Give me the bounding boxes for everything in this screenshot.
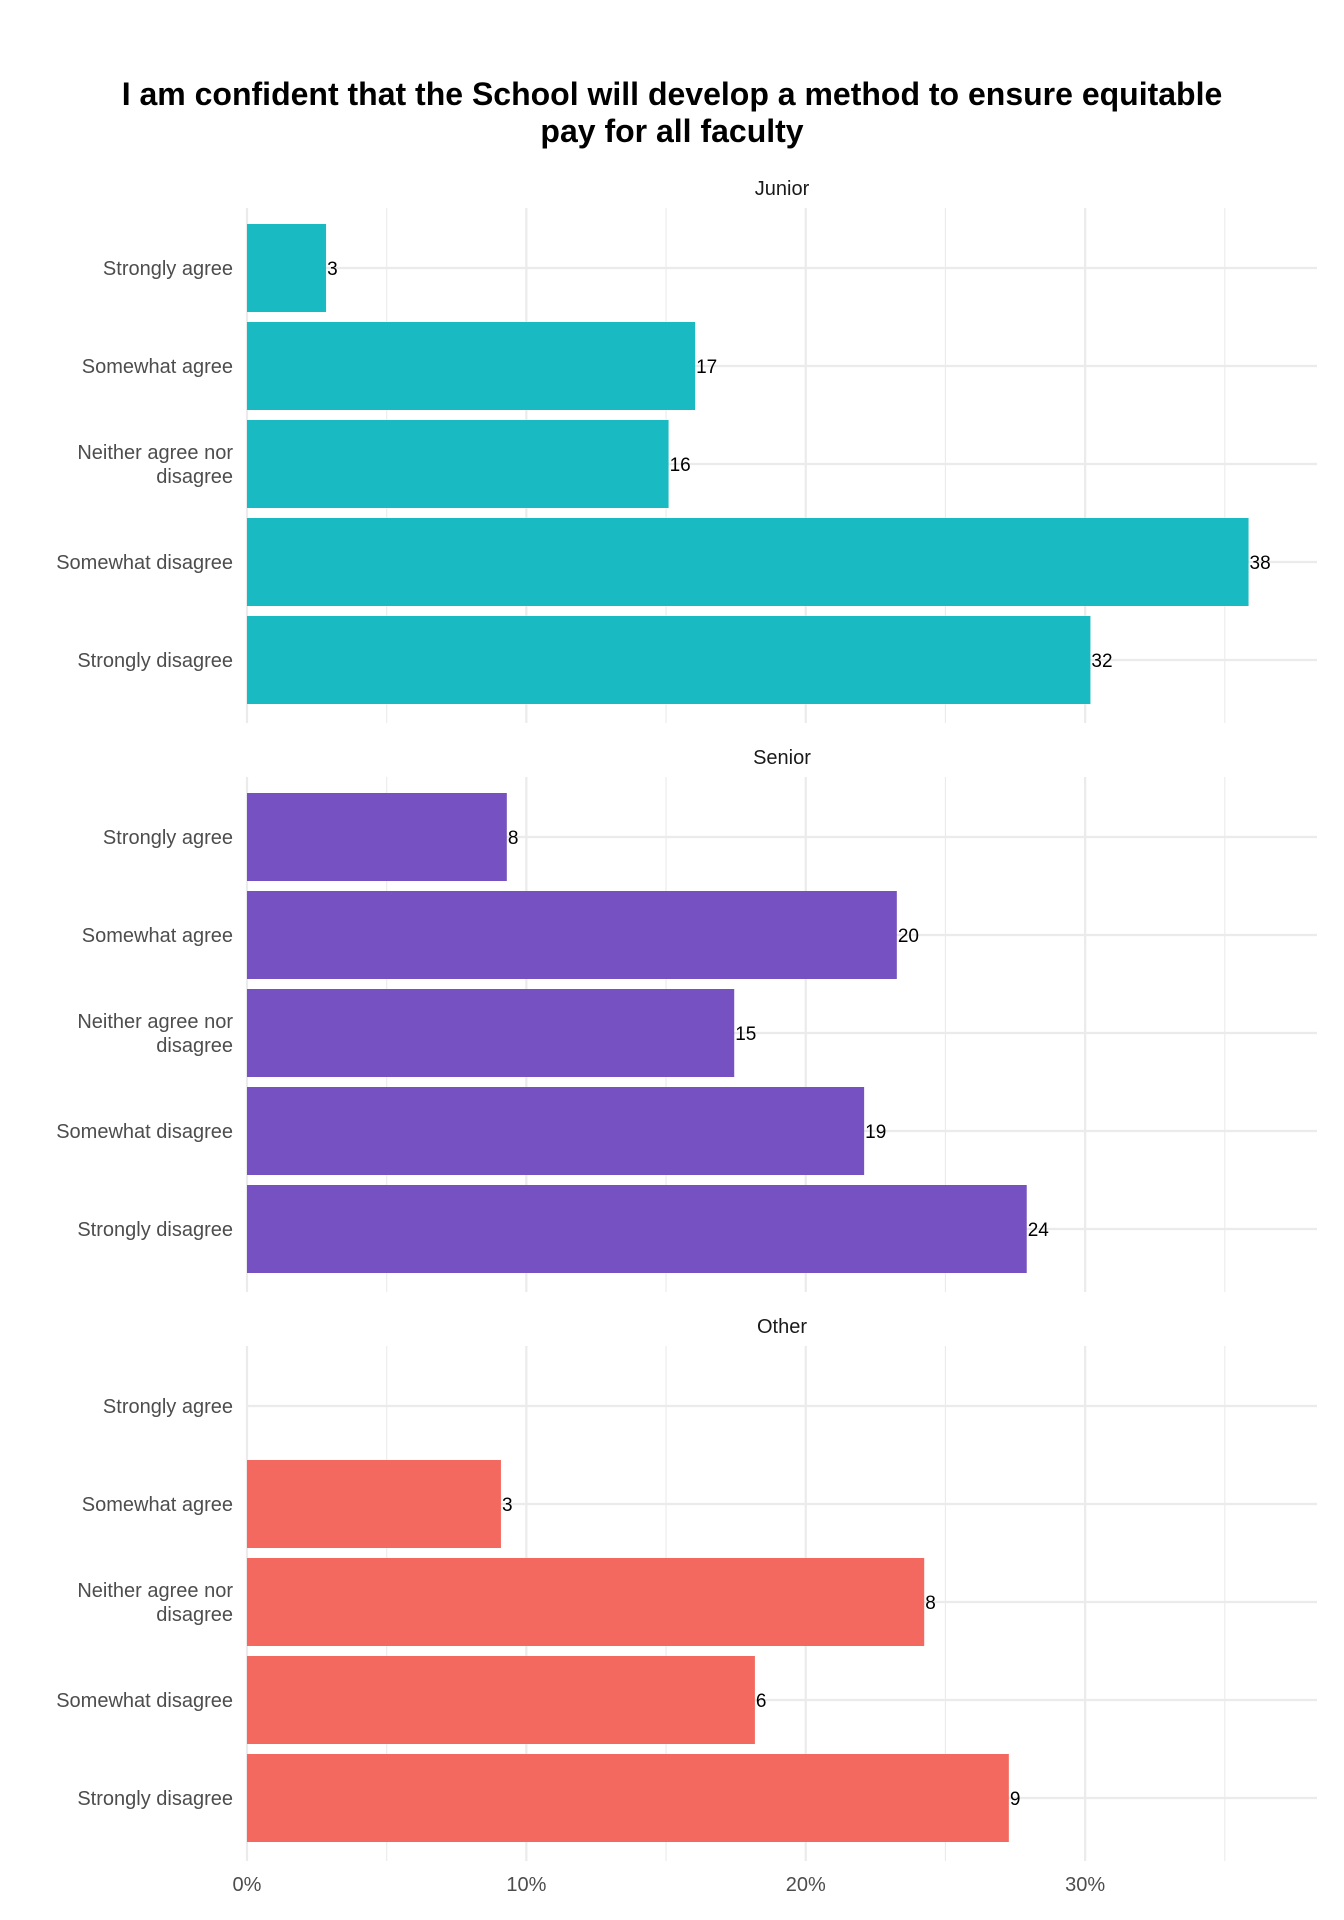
bar-data-label: 8: [925, 1593, 936, 1614]
bar: [247, 322, 696, 410]
category-label-line: Strongly disagree: [77, 1219, 233, 1241]
category-label: Somewhat disagree: [56, 1690, 233, 1712]
category-label: Neither agree nor disagree: [77, 1011, 233, 1057]
category-label: Strongly agree: [103, 1396, 233, 1418]
category-label: Somewhat agree: [82, 1494, 233, 1516]
category-label: Strongly disagree: [77, 650, 233, 672]
category-label-line: Strongly agree: [103, 827, 233, 849]
bar: [247, 891, 897, 979]
bar-data-label: 8: [508, 828, 519, 849]
category-label-line: Strongly agree: [103, 258, 233, 280]
facet-panel-senior: Senior Strongly agree Somewhat agree Neithe…: [56, 747, 1317, 1292]
category-label-line: Neither agree nor: [77, 442, 233, 464]
chart-title-line: I am confident that the School will deve…: [122, 76, 1223, 112]
facet-panel-junior: Junior Strongly agree Somewhat agree Neithe…: [56, 178, 1317, 723]
bar: [247, 1087, 865, 1175]
bar-data-label: 32: [1091, 651, 1112, 672]
category-label: Somewhat agree: [82, 925, 233, 947]
category-label-line: Somewhat agree: [82, 356, 233, 378]
bar: [247, 793, 507, 881]
category-label-line: Neither agree nor: [77, 1011, 233, 1033]
category-label-line: Neither agree nor: [77, 1580, 233, 1602]
bar: [247, 616, 1091, 704]
category-label-line: disagree: [156, 466, 233, 488]
category-label: Strongly agree: [103, 258, 233, 280]
category-label-line: disagree: [156, 1035, 233, 1057]
bar-data-label: 3: [327, 259, 338, 280]
bar: [247, 1754, 1009, 1842]
bar-data-label: 6: [756, 1691, 767, 1712]
facet-strip-label: Junior: [755, 178, 810, 200]
bar: [247, 420, 669, 508]
bar: [247, 1558, 925, 1646]
x-tick-label: 10%: [506, 1874, 546, 1896]
facet-strip-label: Senior: [753, 747, 811, 769]
category-label-line: Somewhat disagree: [56, 1121, 233, 1143]
category-label: Somewhat disagree: [56, 1121, 233, 1143]
bar: [247, 989, 735, 1077]
bar: [247, 518, 1249, 606]
bar: [247, 1185, 1027, 1273]
bar-data-label: 38: [1250, 553, 1271, 574]
category-label-line: Strongly agree: [103, 1396, 233, 1418]
category-label-line: Strongly disagree: [77, 650, 233, 672]
facet-panel-other: Other Strongly agree Somewhat agree Neither…: [56, 1316, 1317, 1861]
category-label-line: Somewhat disagree: [56, 1690, 233, 1712]
bar-data-label: 20: [898, 926, 919, 947]
x-tick-label: 0%: [233, 1874, 262, 1896]
chart-title-line: pay for all faculty: [540, 113, 803, 149]
bar-data-label: 17: [696, 357, 717, 378]
bar-data-label: 16: [670, 455, 691, 476]
x-tick-label: 30%: [1065, 1874, 1105, 1896]
category-label-line: Somewhat disagree: [56, 552, 233, 574]
category-label: Somewhat disagree: [56, 552, 233, 574]
bar: [247, 1460, 501, 1548]
category-label: Neither agree nor disagree: [77, 1580, 233, 1626]
bar-data-label: 9: [1010, 1789, 1021, 1810]
facet-strip-label: Other: [757, 1316, 807, 1338]
category-label-line: Somewhat agree: [82, 925, 233, 947]
category-label: Somewhat agree: [82, 356, 233, 378]
bar-data-label: 15: [735, 1024, 756, 1045]
category-label: Strongly disagree: [77, 1219, 233, 1241]
category-label-line: Strongly disagree: [77, 1788, 233, 1810]
bar: [247, 1656, 755, 1744]
x-tick-label: 20%: [786, 1874, 826, 1896]
category-label-line: disagree: [156, 1604, 233, 1626]
category-label-line: Somewhat agree: [82, 1494, 233, 1516]
bar-data-label: 19: [865, 1122, 886, 1143]
bar-data-label: 24: [1028, 1220, 1050, 1241]
category-label: Strongly disagree: [77, 1788, 233, 1810]
category-label: Strongly agree: [103, 827, 233, 849]
bar: [247, 224, 327, 312]
category-label: Neither agree nor disagree: [77, 442, 233, 488]
bar-data-label: 3: [502, 1495, 513, 1516]
